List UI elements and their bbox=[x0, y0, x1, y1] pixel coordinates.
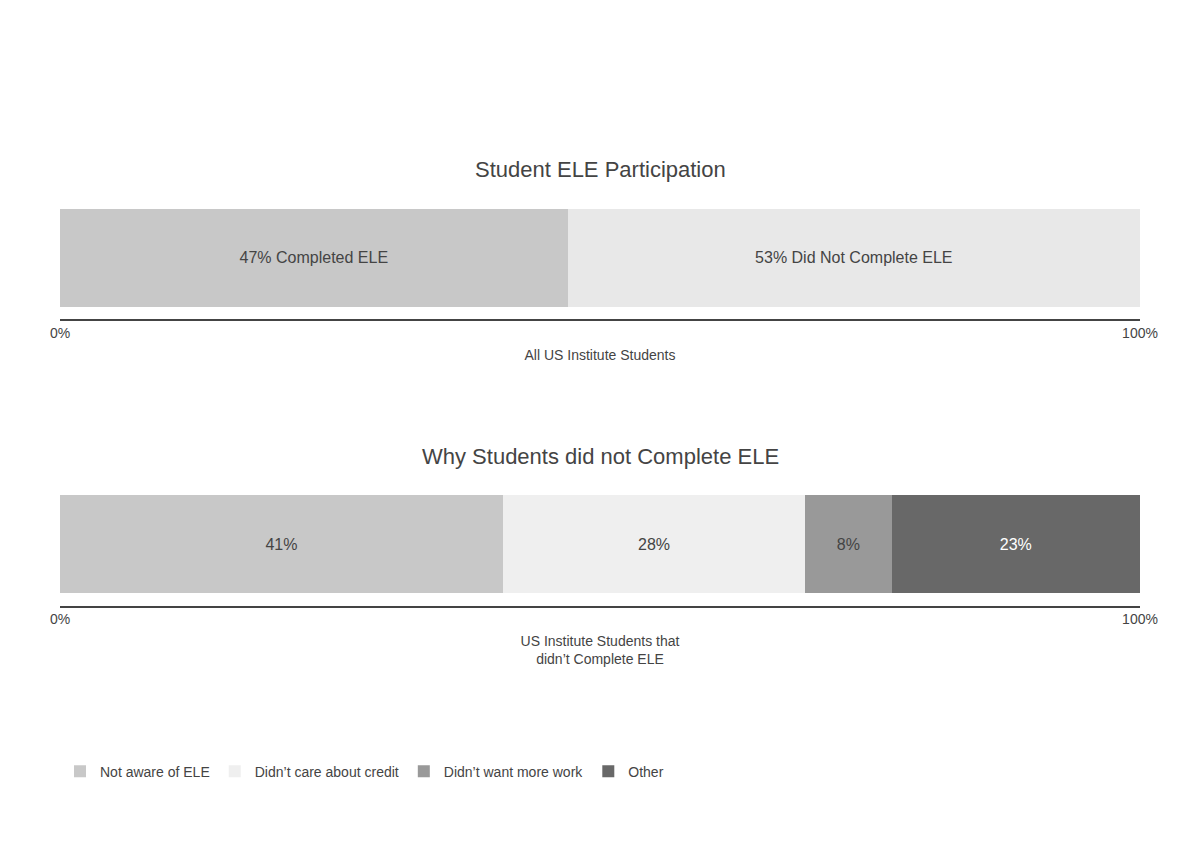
svg-text:0%: 0% bbox=[50, 325, 70, 341]
svg-text:Other: Other bbox=[628, 764, 663, 780]
svg-text:47% Completed ELE: 47% Completed ELE bbox=[240, 249, 389, 266]
svg-text:53% Did Not Complete ELE: 53% Did Not Complete ELE bbox=[755, 249, 952, 266]
svg-text:0%: 0% bbox=[50, 611, 70, 627]
svg-text:Didn’t care about credit: Didn’t care about credit bbox=[255, 764, 399, 780]
svg-text:Why Students did not Complete: Why Students did not Complete ELE bbox=[422, 444, 779, 469]
svg-text:41%: 41% bbox=[265, 536, 297, 553]
svg-text:28%: 28% bbox=[638, 536, 670, 553]
svg-text:100%: 100% bbox=[1122, 325, 1158, 341]
svg-text:Not aware of ELE: Not aware of ELE bbox=[100, 764, 210, 780]
svg-text:Student ELE Participation: Student ELE Participation bbox=[475, 157, 726, 182]
svg-text:23%: 23% bbox=[1000, 536, 1032, 553]
svg-text:100%: 100% bbox=[1122, 611, 1158, 627]
svg-text:All US Institute Students: All US Institute Students bbox=[525, 347, 676, 363]
svg-text:US Institute Students thatdidn: US Institute Students thatdidn’t Complet… bbox=[521, 633, 680, 667]
svg-text:Didn’t want more work: Didn’t want more work bbox=[444, 764, 583, 780]
svg-text:8%: 8% bbox=[837, 536, 860, 553]
